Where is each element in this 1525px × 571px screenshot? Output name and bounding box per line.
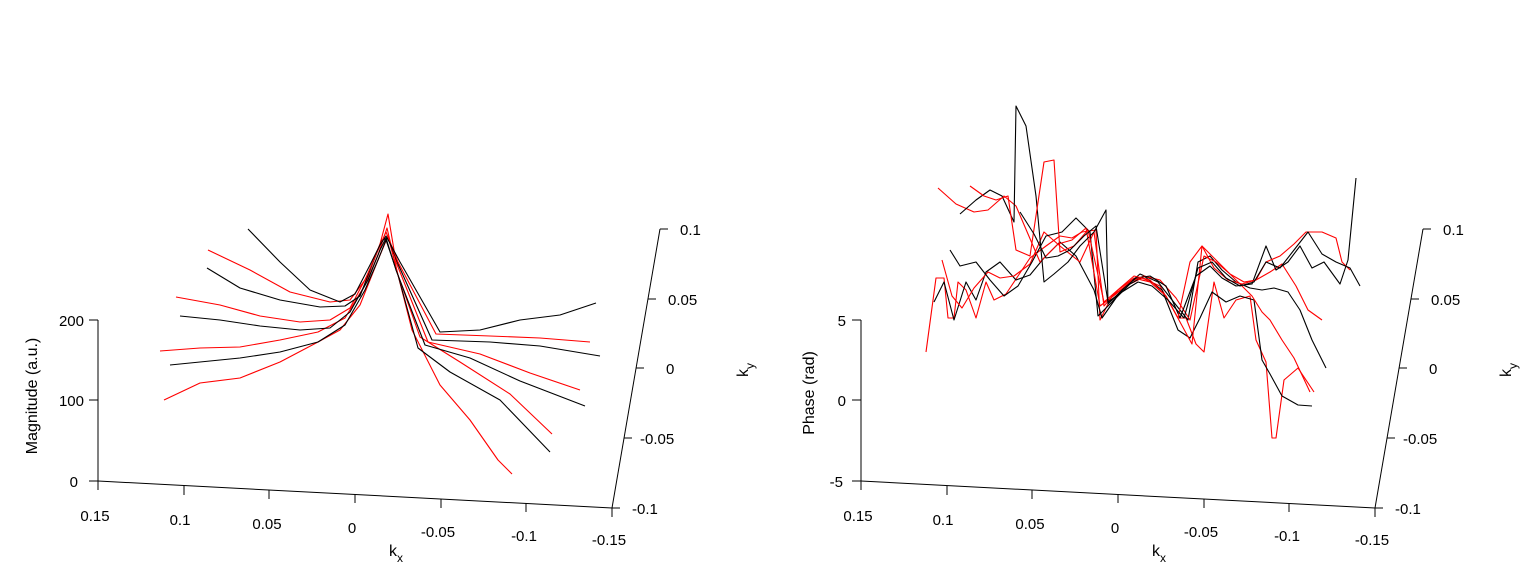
phase-z-tick-label: -5 [830,474,843,491]
phase-x-tick-label: -0.1 [1274,528,1300,545]
magnitude-y-axis-label-sub: y [743,363,757,369]
phase-x-tick-label: -0.15 [1355,532,1389,549]
phase-x-axis-label-sub: x [1160,551,1166,565]
phase-trace-1 [925,229,1315,439]
magnitude-z-tick-label: 100 [59,393,84,410]
magnitude-z-ticklabels: 200 100 0 [59,313,84,491]
phase-x-tick-label: 0 [1111,520,1119,537]
magnitude-axes [89,228,668,517]
magnitude-y-axis-label: ky [735,363,757,377]
phase-z-tick-label: 0 [838,393,846,410]
magnitude-trace-4 [179,237,586,407]
magnitude-panel: 200 100 0 0.15 0.1 0.05 0 -0.05 -0.1 -0.… [24,213,757,565]
magnitude-trace-8 [247,228,597,333]
phase-x-axis-label-main: k [1152,543,1161,560]
phase-panel: 5 0 -5 0.15 0.1 0.05 0 -0.05 -0.1 -0.1 5 … [801,105,1520,565]
magnitude-x-tick-label: 0.05 [252,516,281,533]
magnitude-y-tick-label: 0.05 [668,292,697,309]
phase-traces [925,105,1361,439]
phase-y-tick-label: -0.05 [1403,431,1437,448]
phase-x-tick-label: 0.1 [933,512,954,529]
magnitude-traces [159,213,601,475]
phase-trace-8 [1019,211,1361,319]
phase-x-tick-label: 0.15 [843,508,872,525]
phase-y-axis-label-main: k [1498,368,1515,377]
magnitude-x-tick-label: -0.1 [511,528,537,545]
magnitude-x-axis-label: kx [389,543,403,565]
magnitude-trace-3 [159,227,553,435]
magnitude-x-tick-label: 0.1 [170,512,191,529]
phase-y-tick-label: 0.05 [1431,292,1460,309]
phase-z-ticklabels: 5 0 -5 [830,313,846,491]
phase-axes [852,228,1431,517]
magnitude-x-axis-label-sub: x [397,551,403,565]
phase-trace-5 [937,187,1323,321]
magnitude-trace-2 [169,239,551,453]
phase-x-tick-label: -0.05 [1184,524,1218,541]
magnitude-z-axis-label: Magnitude (a.u.) [24,338,41,455]
phase-z-axis-label: Phase (rad) [801,351,818,435]
magnitude-trace-7 [207,231,591,343]
magnitude-x-tick-label: 0.15 [80,508,109,525]
magnitude-x-tick-label: -0.05 [421,524,455,541]
magnitude-y-ticklabels: 0.1 0.05 0 -0.05 -0.1 [632,222,701,518]
magnitude-z-tick-label: 0 [70,474,78,491]
magnitude-y-axis-label-main: k [735,368,752,377]
magnitude-y-tick-label: 0.1 [680,222,701,239]
magnitude-y-tick-label: -0.1 [632,501,658,518]
phase-trace-3 [941,231,1311,393]
magnitude-x-axis-label-main: k [389,543,398,560]
magnitude-x-ticklabels: 0.15 0.1 0.05 0 -0.05 -0.1 -0.15 [80,508,626,549]
magnitude-trace-5 [175,213,581,391]
phase-y-ticklabels: 0.1 0.05 0 -0.05 -0.1 [1395,222,1464,518]
phase-trace-7 [969,159,1351,319]
phase-y-axis-label: ky [1498,363,1520,377]
magnitude-y-tick-label: 0 [666,361,674,378]
phase-x-tick-label: 0.05 [1015,516,1044,533]
phase-y-axis-label-sub: y [1506,363,1520,369]
phase-y-tick-label: -0.1 [1395,501,1421,518]
phase-trace-2 [933,241,1313,407]
phase-z-tick-label: 5 [838,313,846,330]
phase-y-tick-label: 0 [1429,361,1437,378]
magnitude-y-tick-label: -0.05 [640,431,674,448]
phase-trace-6 [959,105,1357,319]
magnitude-x-tick-label: 0 [348,520,356,537]
magnitude-x-tick-label: -0.15 [592,532,626,549]
phase-y-tick-label: 0.1 [1443,222,1464,239]
phase-trace-4 [949,217,1327,369]
phase-x-ticklabels: 0.15 0.1 0.05 0 -0.05 -0.1 -0.15 [843,508,1389,549]
phase-x-axis-label: kx [1152,543,1166,565]
magnitude-z-tick-label: 200 [59,313,84,330]
